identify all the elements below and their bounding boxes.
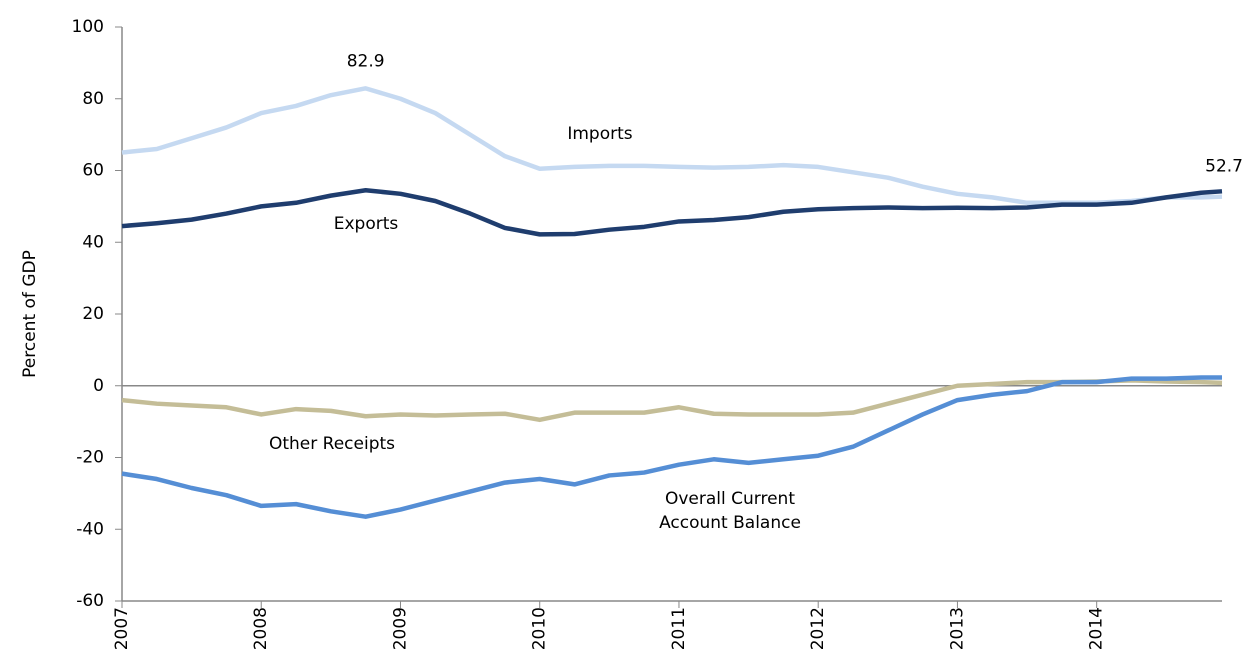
series-line [121, 187, 1223, 237]
series-label: Other Receipts [268, 434, 396, 454]
y-axis-label: Percent of GDP [20, 250, 40, 378]
x-tick-label: 2014 [1087, 607, 1107, 650]
x-tick-label: 2007 [112, 607, 132, 650]
y-tick-label: -60 [76, 591, 104, 611]
series-label: Overall Current Account Balance [659, 489, 801, 533]
data-label: 82.9 [347, 51, 385, 71]
y-tick-label: 0 [93, 376, 104, 396]
y-tick-label: -20 [76, 448, 104, 468]
series-label: Exports [333, 214, 399, 234]
series-line [121, 378, 1223, 423]
series-line [121, 375, 1222, 519]
y-tick-label: 60 [82, 161, 104, 181]
data-label: 52.7 [1205, 157, 1243, 177]
x-tick-label: 2013 [947, 607, 967, 650]
series-label: Imports [567, 124, 633, 144]
y-tick-label: -40 [76, 519, 104, 539]
x-tick-label: 2011 [669, 607, 689, 650]
y-tick-label: 40 [82, 232, 104, 252]
x-tick-label: 2009 [390, 607, 410, 650]
y-tick-label: 20 [82, 304, 104, 324]
y-tick-label: 80 [82, 89, 104, 109]
series-line [121, 86, 1223, 206]
x-tick-label: 2010 [530, 607, 550, 650]
x-tick-label: 2008 [251, 607, 271, 650]
x-tick-label: 2012 [808, 607, 828, 650]
y-tick-label: 100 [72, 17, 104, 37]
